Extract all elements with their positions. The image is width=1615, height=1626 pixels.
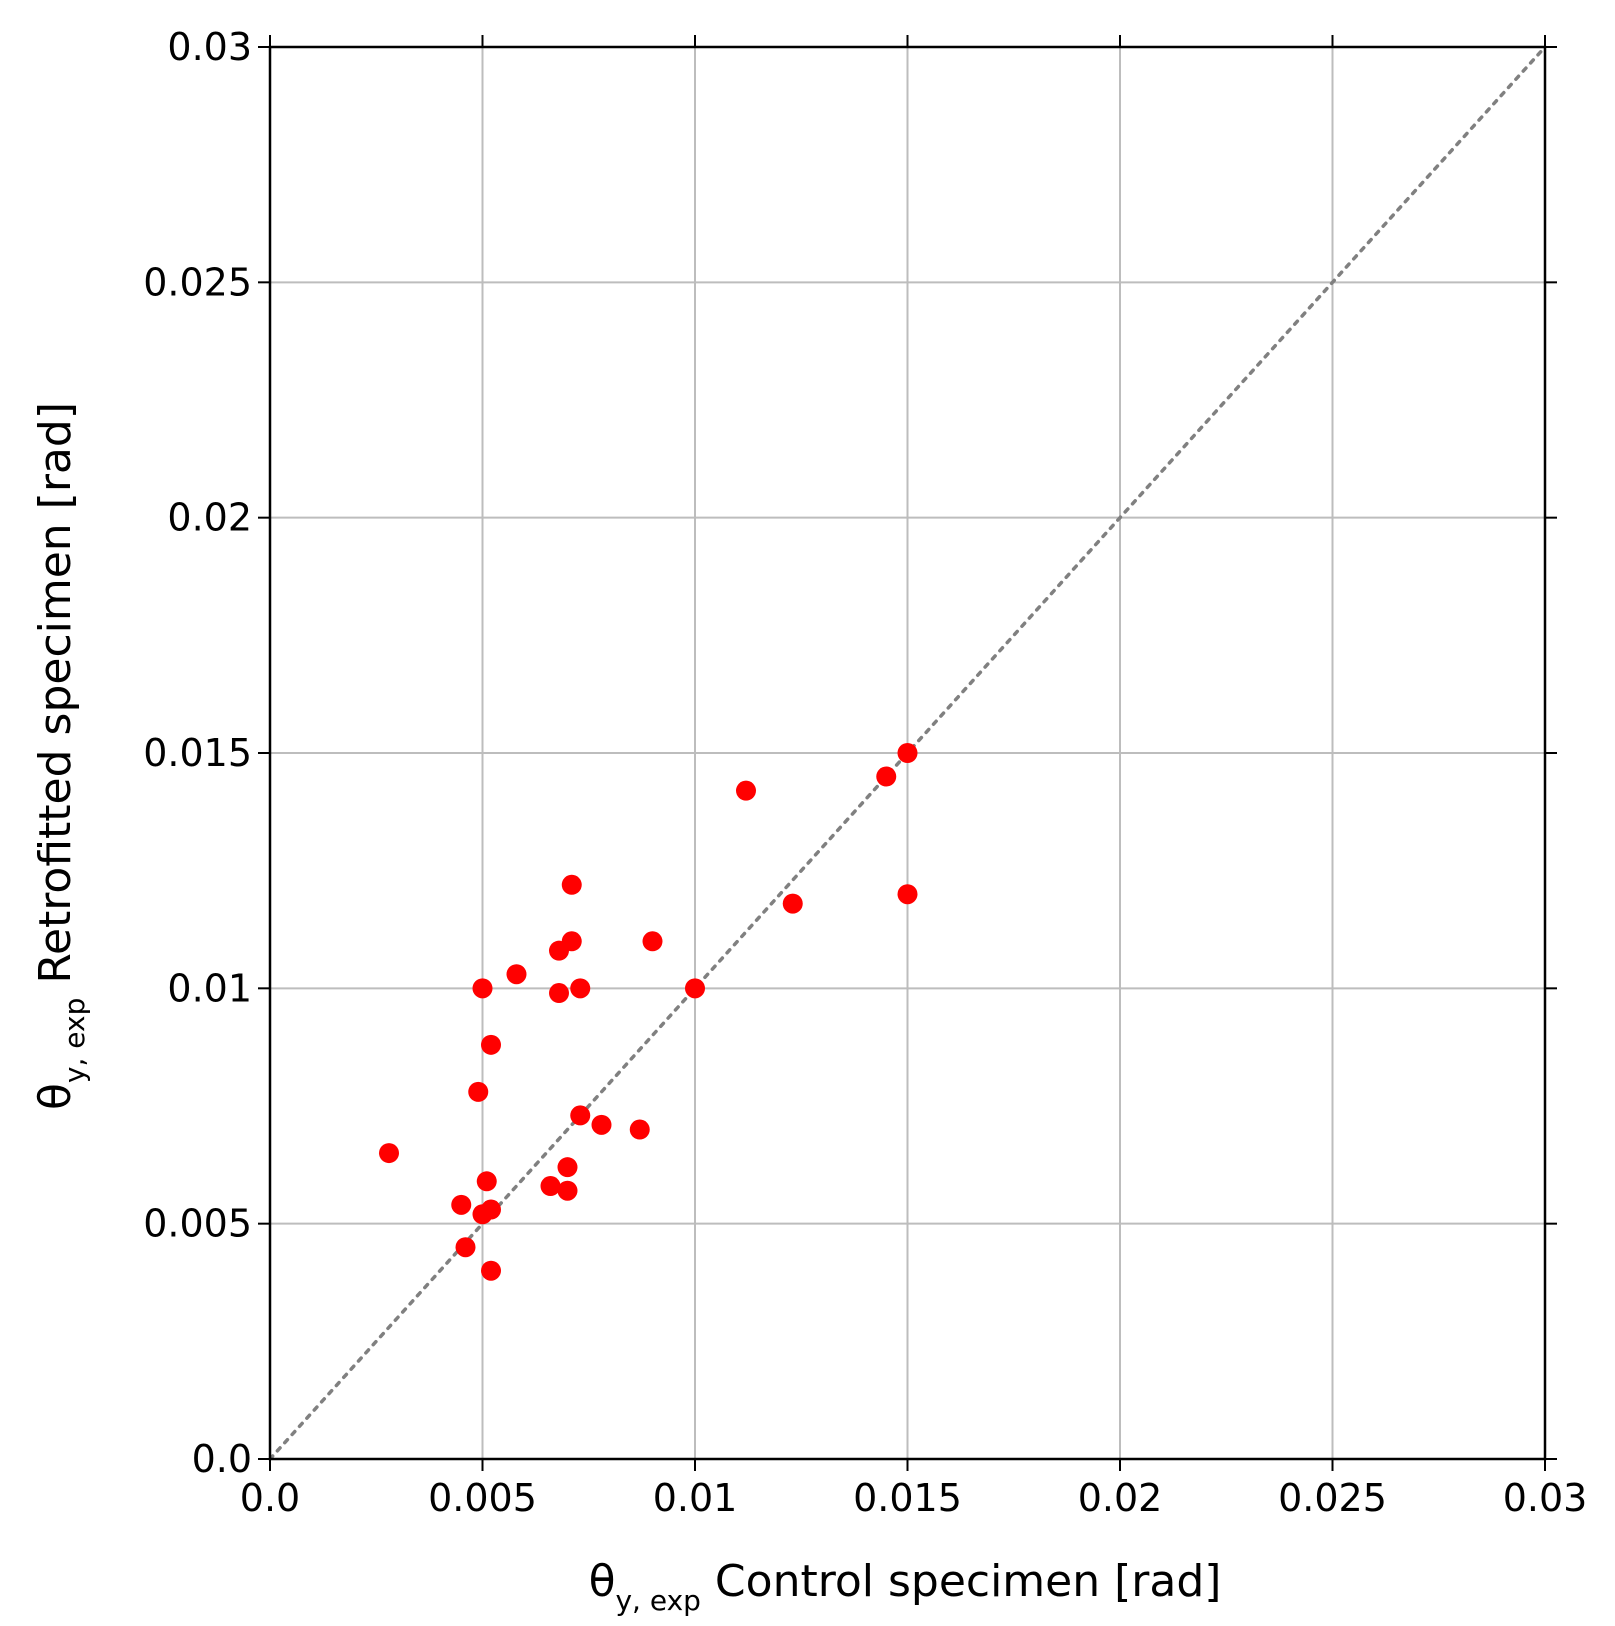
x-tick-label-0: 0.0 bbox=[240, 1476, 300, 1520]
y-tick-label-4: 0.02 bbox=[167, 496, 252, 540]
data-point-6 bbox=[476, 1171, 497, 1192]
data-point-22 bbox=[642, 931, 663, 952]
y-axis-label: θy, exp Retrofitted specimen [rad] bbox=[30, 402, 91, 1110]
data-point-15 bbox=[557, 1180, 578, 1201]
data-point-26 bbox=[876, 766, 897, 787]
data-point-24 bbox=[736, 780, 756, 801]
x-axis-ticks: 0.0 0.005 0.01 0.015 0.02 0.025 0.03 bbox=[240, 35, 1588, 1520]
x-axis-label: θy, exp Control specimen [rad] bbox=[589, 1556, 1222, 1617]
y-tick-label-3: 0.015 bbox=[143, 731, 252, 775]
data-point-17 bbox=[561, 931, 582, 952]
data-point-10 bbox=[506, 964, 527, 985]
x-tick-label-4: 0.02 bbox=[1078, 1476, 1163, 1520]
data-point-27 bbox=[897, 743, 918, 763]
y-tick-label-1: 0.005 bbox=[143, 1202, 252, 1246]
data-point-1 bbox=[451, 1194, 472, 1215]
data-point-11 bbox=[540, 1176, 561, 1197]
data-point-7 bbox=[481, 1034, 501, 1055]
x-tick-label-1: 0.005 bbox=[428, 1476, 537, 1520]
data-point-8 bbox=[481, 1199, 501, 1220]
y-tick-label-2: 0.01 bbox=[167, 966, 252, 1010]
x-tick-label-2: 0.01 bbox=[653, 1476, 738, 1520]
data-point-28 bbox=[897, 884, 918, 905]
data-point-14 bbox=[557, 1157, 578, 1178]
y-tick-label-5: 0.025 bbox=[143, 260, 252, 304]
data-point-3 bbox=[468, 1081, 489, 1102]
data-point-25 bbox=[782, 893, 803, 914]
x-tick-label-5: 0.025 bbox=[1278, 1476, 1387, 1520]
data-point-13 bbox=[549, 983, 569, 1004]
data-point-19 bbox=[570, 1105, 591, 1126]
data-point-2 bbox=[455, 1237, 476, 1258]
y-axis-ticks: 0.0 0.005 0.01 0.015 0.02 0.025 0.03 bbox=[143, 25, 1557, 1481]
x-tick-label-6: 0.03 bbox=[1503, 1476, 1588, 1520]
data-points bbox=[379, 743, 918, 1281]
data-point-0 bbox=[379, 1143, 399, 1164]
data-point-16 bbox=[561, 874, 582, 895]
data-point-18 bbox=[570, 978, 591, 999]
data-point-21 bbox=[629, 1119, 650, 1140]
data-point-9 bbox=[481, 1260, 501, 1281]
y-tick-label-0: 0.0 bbox=[192, 1437, 252, 1481]
data-point-4 bbox=[472, 978, 493, 999]
y-tick-label-6: 0.03 bbox=[167, 25, 252, 69]
data-point-20 bbox=[591, 1114, 612, 1135]
x-tick-label-3: 0.015 bbox=[853, 1476, 962, 1520]
data-point-23 bbox=[685, 978, 705, 999]
